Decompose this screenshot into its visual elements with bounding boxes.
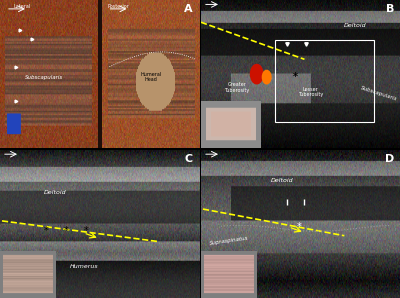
Text: *: * — [296, 222, 301, 232]
Bar — [275, 40, 374, 122]
Text: Greater
Tuberosity: Greater Tuberosity — [224, 82, 250, 93]
Text: *: * — [84, 226, 88, 236]
Text: Subscapularis: Subscapularis — [360, 85, 398, 102]
Text: Deltoid: Deltoid — [344, 23, 367, 28]
Text: B: B — [386, 4, 394, 14]
Text: C: C — [185, 154, 193, 164]
Text: A: A — [184, 4, 193, 14]
Text: *: * — [64, 226, 68, 236]
Text: *: * — [292, 72, 298, 82]
Ellipse shape — [250, 64, 264, 85]
Text: Lesser
Tuberosity: Lesser Tuberosity — [298, 86, 323, 97]
FancyBboxPatch shape — [7, 114, 21, 134]
Text: Supraspinatus: Supraspinatus — [209, 235, 249, 246]
Text: Humeral
Head: Humeral Head — [141, 72, 162, 83]
Text: Deltoid: Deltoid — [271, 179, 293, 183]
Text: Humerus: Humerus — [70, 264, 98, 269]
Text: D: D — [385, 154, 394, 164]
Text: Deltoid: Deltoid — [44, 190, 66, 195]
Ellipse shape — [262, 70, 272, 85]
Text: *: * — [44, 226, 48, 236]
Text: Posterior: Posterior — [108, 4, 129, 10]
Text: Subscapularis: Subscapularis — [25, 74, 63, 80]
Text: Lateral: Lateral — [14, 4, 31, 10]
